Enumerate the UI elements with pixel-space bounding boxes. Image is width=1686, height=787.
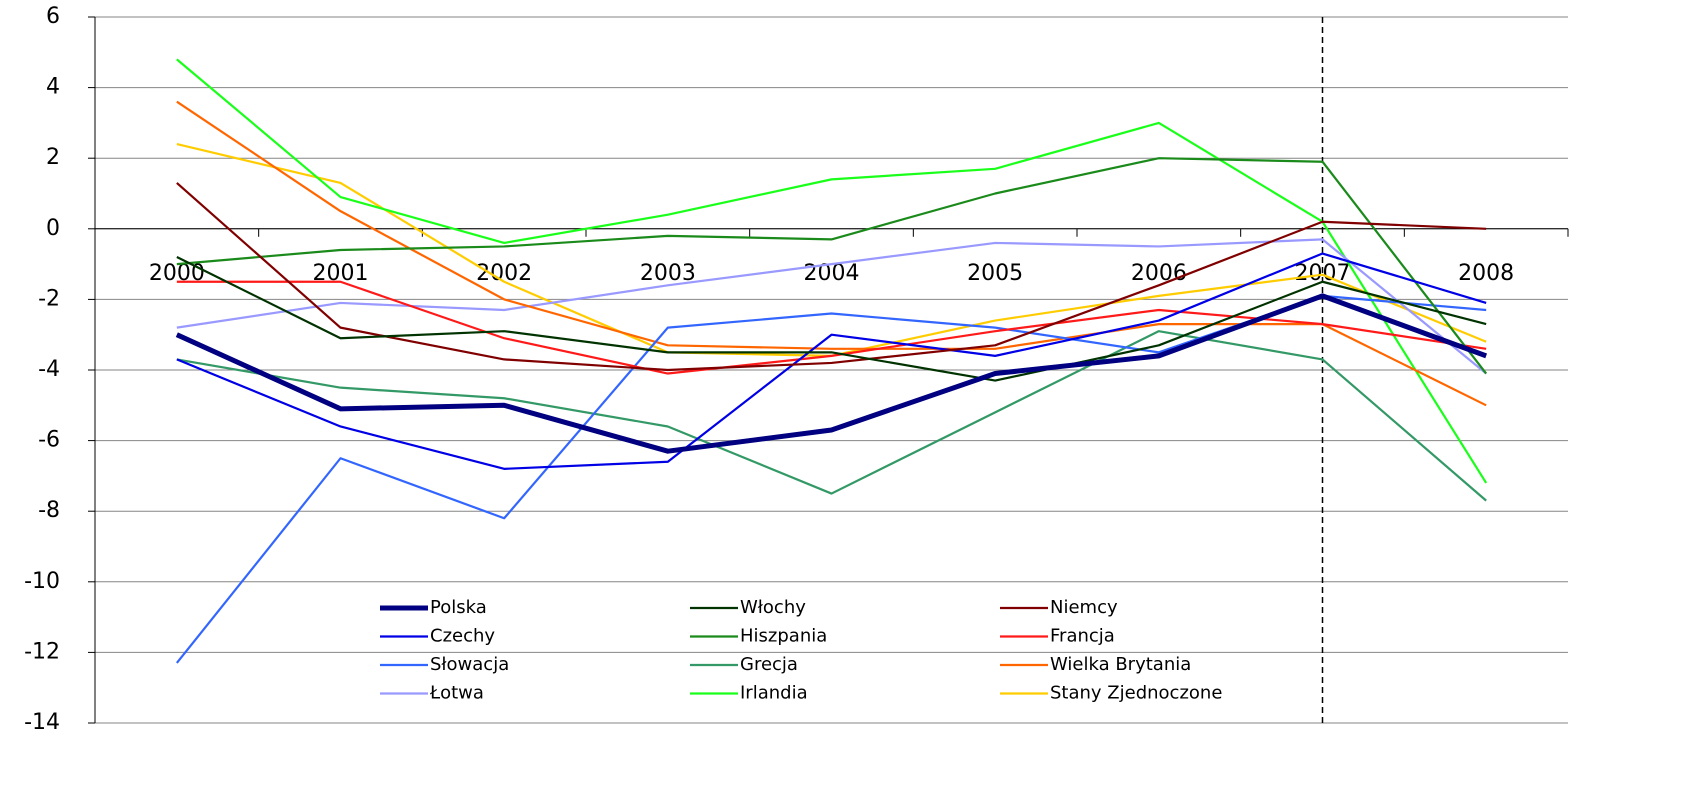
x-tick-label: 2006 <box>1131 261 1187 286</box>
x-tick-label: 2008 <box>1458 261 1514 286</box>
legend-label: Hiszpania <box>740 626 827 647</box>
y-tick-label: -8 <box>38 498 60 523</box>
legend-label: Niemcy <box>1050 597 1118 618</box>
series-line <box>176 157 1488 375</box>
y-tick-label: -14 <box>24 710 60 735</box>
legend-label: Stany Zjednoczone <box>1050 683 1222 704</box>
legend-label: Irlandia <box>740 683 808 704</box>
x-tick-label: 2003 <box>640 261 696 286</box>
series-line <box>175 294 1487 664</box>
legend-label: Grecja <box>740 654 798 675</box>
y-tick-label: -2 <box>38 286 60 311</box>
legend-label: Słowacja <box>430 654 509 675</box>
x-tick-label: 2005 <box>967 261 1023 286</box>
y-tick-label: 6 <box>46 4 60 29</box>
legend-label: Wielka Brytania <box>1050 654 1191 675</box>
y-tick-label: -4 <box>38 357 60 382</box>
legend-label: Polska <box>430 597 487 618</box>
series-line <box>176 330 1487 502</box>
legend-label: Czechy <box>430 626 495 647</box>
y-tick-label: -10 <box>24 569 60 594</box>
series-line <box>175 293 1488 454</box>
legend-label: Włochy <box>740 597 806 618</box>
y-tick-label: 2 <box>46 145 60 170</box>
series-line <box>176 182 1487 372</box>
y-tick-label: 4 <box>46 75 60 100</box>
series-line <box>176 252 1487 470</box>
legend-label: Francja <box>1050 626 1115 647</box>
legend: Polska Włochy Niemcy Czechy Hiszpania Francja… <box>380 597 1222 704</box>
y-tick-label: -12 <box>24 639 60 664</box>
y-tick-label: 0 <box>46 216 60 241</box>
series-line <box>176 100 1487 407</box>
series-line <box>176 280 1487 375</box>
series-line <box>176 58 1488 484</box>
legend-label: Łotwa <box>429 683 484 704</box>
series-line <box>176 256 1487 382</box>
y-tick-label: -6 <box>38 428 60 453</box>
